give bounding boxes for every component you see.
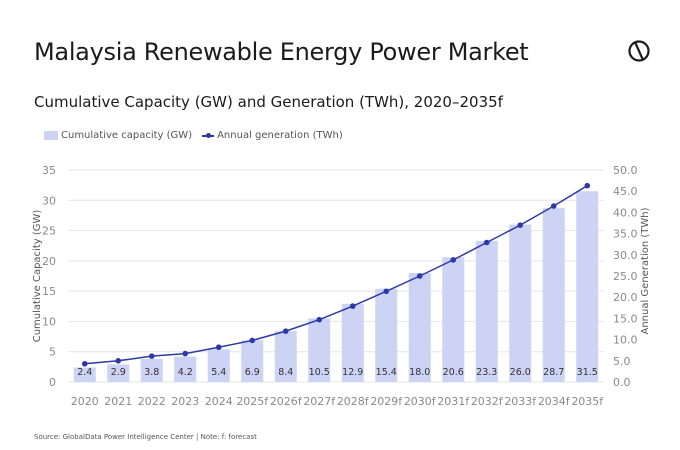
generation-point	[81, 360, 88, 367]
y-tick-label: 30	[42, 194, 56, 207]
bar-data-label: 18.0	[409, 367, 430, 378]
generation-point	[282, 328, 289, 334]
y-tick-label: 35	[42, 164, 56, 177]
bar	[207, 349, 230, 382]
x-tick-label: 2030f	[404, 395, 437, 408]
y-tick-label: 20	[42, 255, 56, 268]
bar	[542, 208, 565, 382]
chart-legend: Cumulative capacity (GW) Annual generati…	[44, 130, 343, 141]
generation-point	[249, 337, 256, 344]
bar	[241, 340, 264, 382]
bar	[442, 257, 465, 382]
bar	[140, 358, 163, 382]
y2-tick-label: 30.0	[613, 249, 638, 262]
x-tick-label: 2021	[104, 395, 132, 408]
x-tick-label: 2033f	[504, 395, 537, 408]
generation-point	[517, 222, 524, 228]
bar	[341, 303, 364, 382]
bar-data-label: 2.9	[111, 367, 126, 378]
x-tick-label: 2022	[138, 395, 166, 408]
bar-data-label: 2.4	[77, 367, 92, 378]
y-tick-label: 25	[42, 225, 56, 238]
y-axis-title: Cumulative Capacity (GW)	[32, 210, 43, 343]
x-tick-label: 2023	[171, 395, 199, 408]
y2-tick-label: 40.0	[613, 206, 638, 219]
bar-data-label: 4.2	[178, 367, 193, 378]
bar	[408, 272, 431, 382]
bar-data-label: 20.6	[443, 367, 464, 378]
x-tick-label: 2029f	[370, 395, 403, 408]
generation-line	[84, 185, 588, 365]
generation-point	[483, 239, 490, 246]
x-tick-label: 2035f	[571, 395, 604, 408]
bar-data-label: 8.4	[278, 367, 293, 378]
bar-data-label: 6.9	[245, 367, 260, 378]
y2-tick-label: 45.0	[613, 185, 638, 198]
generation-point	[148, 353, 155, 359]
bar	[73, 367, 96, 382]
globaldata-logo-icon	[628, 40, 650, 62]
bar-data-label: 31.5	[577, 367, 598, 378]
legend-bar-swatch	[44, 131, 58, 140]
bar-data-label: 23.3	[476, 367, 497, 378]
y-tick-label: 15	[42, 285, 56, 298]
generation-point	[550, 203, 557, 209]
bar	[509, 224, 532, 382]
y2-tick-label: 20.0	[613, 291, 638, 304]
generation-point	[450, 257, 457, 263]
bar	[375, 288, 398, 382]
source-note: Source: GlobalData Power Intelligence Ce…	[34, 433, 257, 441]
generation-point	[316, 316, 323, 323]
bar-data-label: 15.4	[376, 367, 397, 378]
legend-line-swatch	[202, 131, 215, 140]
generation-point	[383, 288, 390, 295]
y2-axis-title: Annual Generation (TWh)	[640, 207, 651, 334]
bar-data-label: 10.5	[309, 367, 330, 378]
bar-data-label: 5.4	[211, 367, 226, 378]
y-tick-label: 10	[42, 315, 56, 328]
x-tick-label: 2031f	[437, 395, 470, 408]
generation-point	[416, 273, 423, 279]
x-tick-label: 2032f	[471, 395, 504, 408]
y-tick-label: 5	[49, 346, 56, 359]
y-tick-label: 0	[49, 376, 56, 389]
y2-tick-label: 5.0	[613, 355, 631, 368]
bar	[308, 318, 331, 382]
y2-tick-label: 50.0	[613, 164, 638, 177]
bar	[274, 331, 297, 382]
x-tick-label: 2025f	[236, 395, 269, 408]
bar-data-label: 12.9	[342, 367, 363, 378]
generation-point	[349, 303, 356, 309]
bar-data-label: 3.8	[144, 367, 159, 378]
chart-subtitle: Cumulative Capacity (GW) and Generation …	[34, 93, 503, 111]
x-tick-label: 2020	[71, 395, 99, 408]
bar	[576, 191, 599, 382]
x-tick-label: 2034f	[538, 395, 571, 408]
x-tick-label: 2024	[205, 395, 233, 408]
bar-data-label: 26.0	[510, 367, 531, 378]
y2-tick-label: 35.0	[613, 228, 638, 241]
chart-title: Malaysia Renewable Energy Power Market	[34, 38, 529, 66]
bar	[107, 364, 130, 382]
y2-tick-label: 25.0	[613, 270, 638, 283]
generation-point	[182, 350, 189, 357]
generation-point	[215, 344, 222, 351]
bar	[475, 240, 498, 382]
y2-tick-label: 15.0	[613, 312, 638, 325]
bar-data-label: 28.7	[543, 367, 564, 378]
y2-tick-label: 0.0	[613, 376, 631, 389]
generation-point	[115, 358, 122, 364]
legend-label-generation: Annual generation (TWh)	[217, 130, 343, 141]
bar	[174, 356, 197, 382]
generation-point	[584, 182, 591, 189]
x-tick-label: 2026f	[270, 395, 303, 408]
legend-label-capacity: Cumulative capacity (GW)	[61, 130, 193, 141]
x-tick-label: 2027f	[303, 395, 336, 408]
x-tick-label: 2028f	[337, 395, 370, 408]
y2-tick-label: 10.0	[613, 334, 638, 347]
